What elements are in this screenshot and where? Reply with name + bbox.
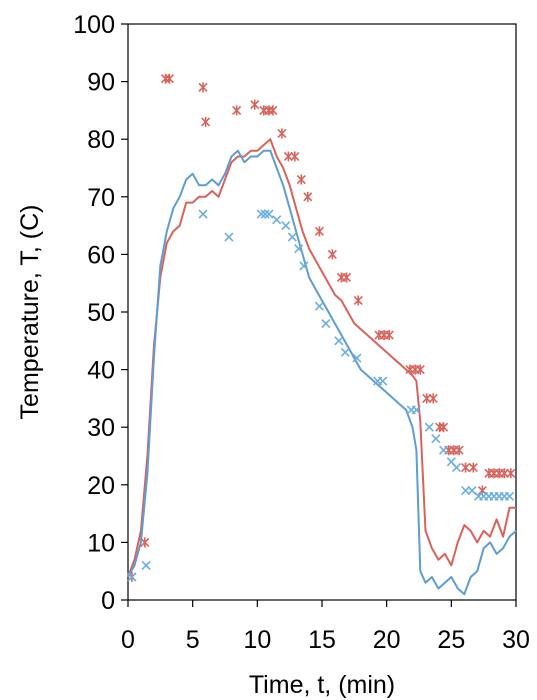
series-3-point [439,445,449,455]
series-3-point [451,462,462,473]
plot-area [127,23,517,601]
x-tick-label: 15 [308,626,336,654]
series-2-point [428,393,438,404]
y-tick-label: 20 [87,472,115,500]
series-3-point [321,318,331,329]
series-3-point [198,209,208,219]
y-tick-label: 90 [87,69,115,97]
series-3-point [299,261,309,271]
y-tick-label: 30 [87,414,115,442]
series-2-point [454,445,464,456]
x-tick-label: 20 [373,626,401,654]
y-axis-ticks: 0 10 20 30 40 50 60 70 80 90 100 [73,11,128,615]
series-3-point [352,353,362,363]
series-2-point [201,116,211,127]
series-3-point [260,209,270,219]
series-3-point [460,485,471,496]
plot-frame [127,23,517,601]
x-tick-label: 5 [186,626,200,654]
series-2-point [303,191,313,202]
series-3-point [334,336,344,346]
series-2-point [384,330,394,341]
series-2-point [198,82,208,93]
series-3-point [224,232,234,242]
series-3-point [504,491,515,501]
series-2-point [460,462,471,473]
series-2-point [499,468,509,479]
y-tick-label: 60 [87,241,115,269]
x-tick-label: 25 [437,626,465,654]
series-2-point [283,151,293,162]
series-2-point [439,422,449,433]
series-0-line [127,138,516,578]
series-3-point [340,347,350,357]
x-tick-label: 0 [121,626,135,654]
series-2-point [164,73,174,84]
series-2-point [277,128,287,139]
series-2-point [353,295,363,306]
series-2-point [506,468,516,479]
y-tick-label: 100 [73,11,115,39]
series-2-point [140,537,150,548]
series-2-point [342,272,352,283]
series-2-point [296,174,306,185]
series-3-point [431,434,441,444]
series-3-point [378,376,388,386]
y-tick-label: 10 [87,529,115,557]
series-3-point [314,301,324,311]
series-2-point [314,226,324,237]
series-3-point [141,560,151,571]
x-tick-label: 30 [502,626,530,654]
series-3-point [411,405,421,415]
x-axis-title: Time, t, (min) [249,671,395,699]
y-tick-label: 40 [87,357,115,385]
y-tick-label: 50 [87,299,115,327]
x-tick-label: 10 [243,626,271,654]
series-3-point [127,572,137,582]
series-3-point [256,209,266,219]
series-2-point [468,462,478,473]
series-3-point [424,422,434,432]
series-3-point [294,244,304,254]
series-2-point [327,249,337,260]
series-2-point [290,151,300,162]
y-axis-title: Temperature, T, (C) [16,205,44,420]
series-3-point [272,215,282,225]
series-2-point [250,99,260,110]
x-axis-ticks: 0 5 10 15 20 25 30 [121,600,530,654]
y-tick-label: 0 [101,587,115,615]
series-3-point [281,221,291,231]
series-3-point [287,232,297,242]
series-2-point [415,364,425,375]
y-tick-label: 80 [87,126,115,154]
series-2-point [268,105,278,116]
y-tick-label: 70 [87,184,115,212]
series-2-point [232,105,242,116]
series-3-point [264,209,274,219]
series-1-line [127,149,517,596]
series-layer [127,73,517,596]
series-2-point [422,393,432,404]
